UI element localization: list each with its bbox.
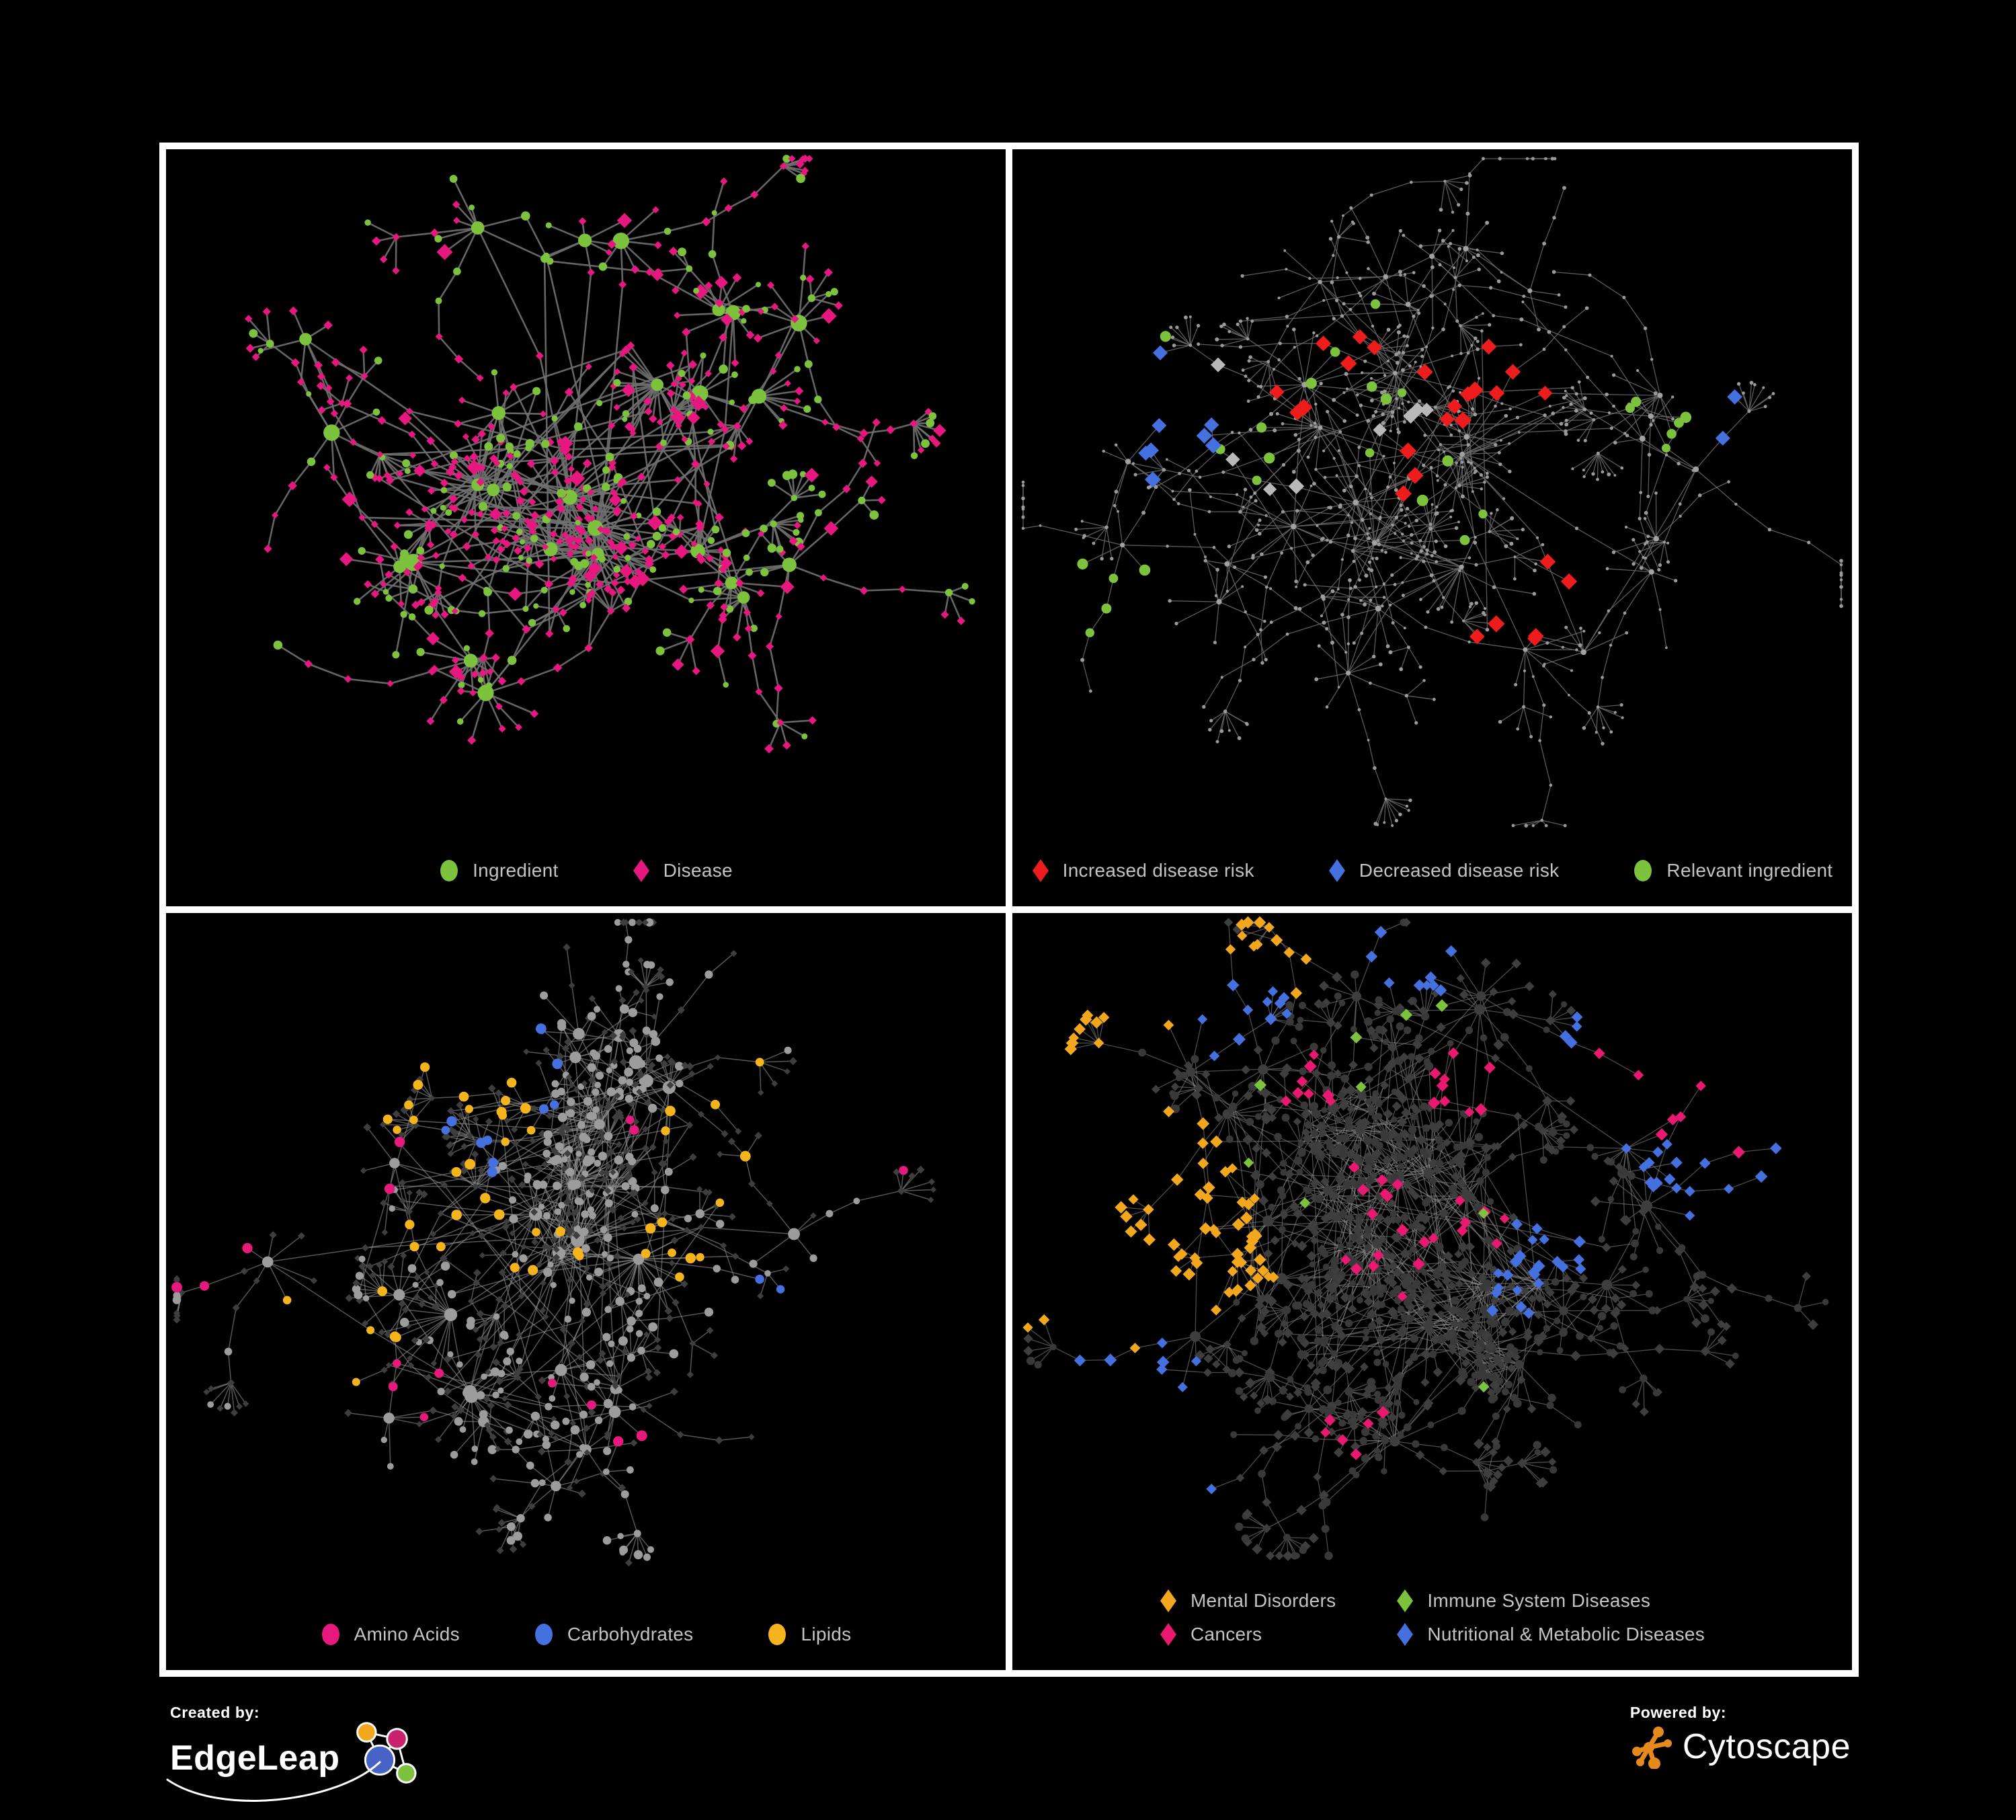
legend-item-nutritional-metabolic-diseases: Nutritional & Metabolic Diseases [1396, 1622, 1705, 1647]
legend-label: Mental Disorders [1190, 1590, 1336, 1611]
legend-item-mental-disorders: Mental Disorders [1160, 1589, 1336, 1613]
edgeleap-wordmark: EdgeLeap [170, 1739, 340, 1778]
panel-nutrient-classes: Amino Acids Carbohydrates Lipids [166, 913, 1006, 1670]
legend-label: Amino Acids [354, 1624, 460, 1645]
panel-grid: Ingredient Disease Increased disease risk… [159, 143, 1859, 1677]
legend-disease-risk: Increased disease risk Decreased disease … [1012, 835, 1852, 906]
graph-edges [176, 922, 934, 1563]
legend-label: Increased disease risk [1062, 860, 1254, 881]
diamond-swatch-icon [1160, 1623, 1176, 1646]
diamond-swatch-icon [1160, 1589, 1176, 1612]
panel-ingredient-disease: Ingredient Disease [166, 149, 1006, 906]
legend-item-immune-system-diseases: Immune System Diseases [1396, 1589, 1650, 1613]
legend-label: Disease [663, 860, 733, 881]
legend-item-increased-disease-risk: Increased disease risk [1032, 859, 1254, 883]
powered-by-label: Powered by: [1629, 1704, 1727, 1721]
legend-label: Nutritional & Metabolic Diseases [1427, 1624, 1705, 1645]
diamond-swatch-icon [633, 859, 649, 882]
network-ingredient-disease [245, 154, 975, 754]
legend-item-decreased-disease-risk: Decreased disease risk [1328, 859, 1560, 883]
graph-nodes [1021, 157, 1843, 828]
circle-swatch-icon [321, 1624, 339, 1645]
legend-disease-classes: Mental Disorders Immune System Diseases Ca… [1012, 1565, 1852, 1670]
legend-item-lipids: Lipids [767, 1622, 851, 1647]
circle-swatch-icon [440, 860, 458, 881]
panel-disease-classes: Mental Disorders Immune System Diseases Ca… [1012, 913, 1852, 1670]
legend-label: Ingredient [473, 860, 559, 881]
graph-nodes [245, 154, 975, 754]
panel-disease-risk: Increased disease risk Decreased disease … [1012, 149, 1852, 906]
diamond-swatch-icon [1328, 859, 1345, 882]
circle-swatch-icon [1634, 860, 1652, 881]
graph-edges [1022, 158, 1842, 826]
graph-nodes [1022, 916, 1829, 1561]
created-by-label: Created by: [170, 1704, 260, 1721]
cytoscape-wordmark: Cytoscape [1682, 1727, 1851, 1766]
created-by-block: Created by: EdgeLeap [166, 1704, 424, 1802]
diamond-swatch-icon [1032, 859, 1049, 882]
legend-label: Decreased disease risk [1359, 860, 1560, 881]
graph-nodes [171, 918, 936, 1567]
circle-swatch-icon [534, 1624, 553, 1645]
legend-item-amino-acids: Amino Acids [321, 1622, 460, 1647]
legend-ingredient-disease: Ingredient Disease [166, 835, 1006, 906]
legend-label: Carbohydrates [567, 1624, 694, 1645]
network-disease-risk [1021, 157, 1843, 828]
network-nutrient-classes [171, 918, 936, 1567]
network-disease-classes [1022, 916, 1829, 1561]
cytoscape-logo-icon [1631, 1727, 1672, 1769]
legend-nutrient-classes: Amino Acids Carbohydrates Lipids [166, 1599, 1006, 1670]
edgeleap-logo-icon [356, 1722, 417, 1784]
legend-item-relevant-ingredient: Relevant ingredient [1633, 859, 1832, 883]
legend-label: Immune System Diseases [1427, 1590, 1651, 1611]
legend-item-disease: Disease [633, 859, 733, 883]
diamond-swatch-icon [1397, 1589, 1414, 1612]
legend-label: Cancers [1190, 1624, 1262, 1645]
diamond-swatch-icon [1397, 1623, 1414, 1646]
powered-by-block: Powered by: Cytoscape [1630, 1704, 1851, 1769]
legend-label: Relevant ingredient [1666, 860, 1833, 881]
circle-swatch-icon [768, 1624, 787, 1645]
legend-label: Lipids [801, 1624, 852, 1645]
legend-item-cancers: Cancers [1160, 1622, 1262, 1647]
legend-item-carbohydrates: Carbohydrates [534, 1622, 694, 1647]
legend-item-ingredient: Ingredient [439, 859, 559, 883]
